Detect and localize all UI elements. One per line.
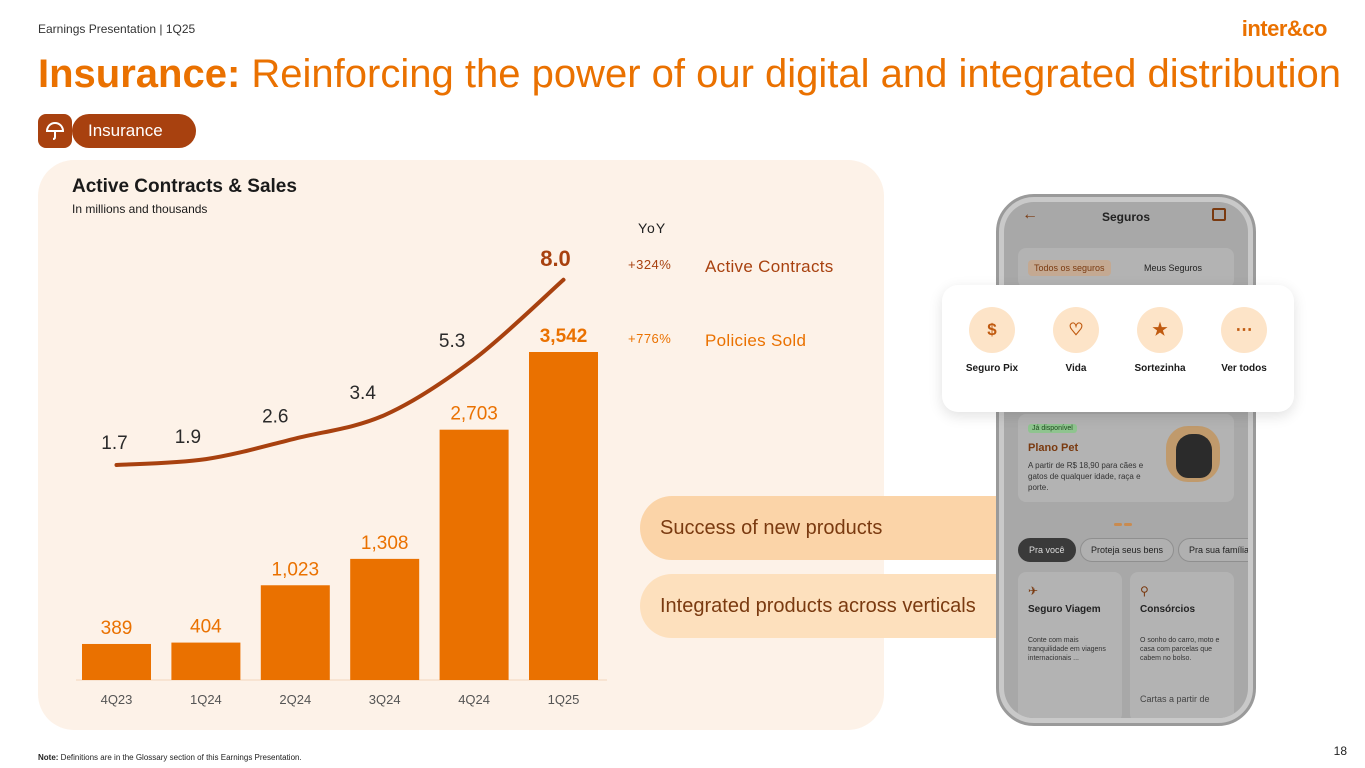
key-icon: ⚲ (1140, 584, 1149, 598)
yoy-label-policies-sold: Policies Sold (705, 331, 807, 350)
doc-label: Earnings Presentation | 1Q25 (38, 22, 196, 36)
quick-action-ver-todos[interactable]: ⋯ Ver todos (1202, 307, 1286, 374)
yoy-value-policies-sold: +776% (628, 331, 672, 346)
footnote-text: Definitions are in the Glossary section … (58, 753, 302, 762)
x-tick-label: 3Q24 (369, 692, 401, 707)
bar-value-label: 2,703 (450, 404, 498, 425)
chart-subtitle: In millions and thousands (72, 202, 208, 216)
bar (260, 585, 330, 680)
page-title: Insurance: Reinforcing the power of our … (38, 52, 1341, 97)
tab-all-insurance[interactable]: Todos os seguros (1028, 260, 1111, 276)
line-value-label: 8.0 (540, 246, 571, 271)
quick-action-label: Ver todos (1221, 363, 1267, 374)
product-card-consortium[interactable]: ⚲ Consórcios O sonho do carro, moto e ca… (1130, 572, 1234, 718)
bar (529, 352, 598, 680)
back-arrow-icon[interactable]: ← (1022, 206, 1038, 223)
dog-image (1176, 434, 1212, 478)
page-number: 18 (1333, 744, 1347, 758)
product-description: Conte com mais tranquilidade em viagens … (1028, 637, 1106, 662)
bar-value-label: 389 (101, 618, 133, 639)
line-value-label: 2.6 (262, 407, 288, 428)
banner-new-products: Success of new products (640, 496, 1020, 560)
x-tick-label: 1Q25 (548, 692, 580, 707)
phone-title: Seguros (1101, 210, 1150, 224)
x-tick-label: 4Q23 (101, 692, 133, 707)
tab-my-insurance[interactable]: Meus Seguros (1144, 263, 1203, 273)
bar-value-label: 3,542 (540, 326, 588, 347)
yoy-label-active-contracts: Active Contracts (705, 257, 834, 276)
line-value-label: 1.7 (101, 433, 127, 454)
page-title-bold: Insurance: (38, 52, 241, 96)
heart-icon: ♡ (1053, 307, 1099, 353)
x-tick-label: 2Q24 (279, 692, 311, 707)
footnote: Note: Definitions are in the Glossary se… (38, 753, 302, 762)
bar-value-label: 1,308 (361, 533, 409, 554)
bar (82, 643, 151, 680)
carousel-dots (1114, 513, 1138, 526)
quick-action-label: Vida (1065, 363, 1087, 374)
line-value-label: 5.3 (439, 331, 465, 352)
line-value-label: 3.4 (349, 383, 376, 404)
quick-action-seguro-pix[interactable]: $ Seguro Pix (950, 307, 1034, 374)
bar (439, 429, 509, 680)
product-description: O sonho do carro, moto e casa com parcel… (1140, 637, 1220, 662)
chip-for-you[interactable]: Pra você (1018, 538, 1076, 562)
chip-for-family[interactable]: Pra sua família (1178, 538, 1248, 562)
quick-actions-card: $ Seguro Pix ♡ Vida ★ Sortezinha ⋯ Ver t… (942, 285, 1294, 412)
airplane-icon: ✈ (1028, 584, 1039, 598)
ticket-star-icon: ★ (1137, 307, 1183, 353)
bar-value-label: 404 (190, 617, 222, 638)
pet-plan-card[interactable]: Já disponível Plano Pet A partir de R$ 1… (1018, 414, 1234, 502)
page-title-rest: Reinforcing the power of our digital and… (240, 52, 1341, 96)
product-title: Consórcios (1140, 604, 1196, 615)
x-tick-label: 4Q24 (458, 692, 490, 707)
quick-action-vida[interactable]: ♡ Vida (1034, 307, 1118, 374)
tabs-card: Todos os seguros Meus Seguros (1018, 248, 1234, 288)
bar (350, 558, 420, 680)
x-tick-label: 1Q24 (190, 692, 222, 707)
umbrella-icon (38, 114, 72, 148)
pet-plan-description: A partir de R$ 18,90 para cães e gatos d… (1028, 461, 1144, 492)
bar-value-label: 1,023 (272, 559, 320, 580)
quick-action-label: Sortezinha (1134, 363, 1186, 374)
series-line-active-contracts (114, 277, 566, 467)
footnote-bold: Note: (38, 753, 59, 762)
available-badge: Já disponível (1028, 424, 1077, 433)
line-value-label: 1.9 (175, 427, 201, 448)
section-pill: Insurance (72, 114, 196, 148)
banner-integrated-products: Integrated products across verticals (640, 574, 1020, 638)
bar (171, 642, 241, 680)
yoy-header: YoY (638, 220, 667, 236)
product-footer: Cartas a partir de (1140, 694, 1210, 704)
chart-title: Active Contracts & Sales (72, 176, 297, 197)
yoy-value-active-contracts: +324% (628, 257, 672, 272)
dollar-shield-icon: $ (969, 307, 1015, 353)
chip-protect-assets[interactable]: Proteja seus bens (1080, 538, 1175, 562)
home-icon[interactable] (1212, 208, 1226, 221)
phone-screen: ← Seguros Todos os seguros Meus Seguros … (1004, 202, 1248, 718)
more-dots-icon: ⋯ (1221, 307, 1267, 353)
product-title: Seguro Viagem (1028, 604, 1101, 615)
pet-plan-title: Plano Pet (1028, 442, 1079, 454)
brand-logo: inter&co (1241, 16, 1328, 41)
product-card-travel[interactable]: ✈ Seguro Viagem Conte com mais tranquili… (1018, 572, 1122, 718)
quick-action-sortezinha[interactable]: ★ Sortezinha (1118, 307, 1202, 374)
quick-action-label: Seguro Pix (965, 363, 1019, 374)
